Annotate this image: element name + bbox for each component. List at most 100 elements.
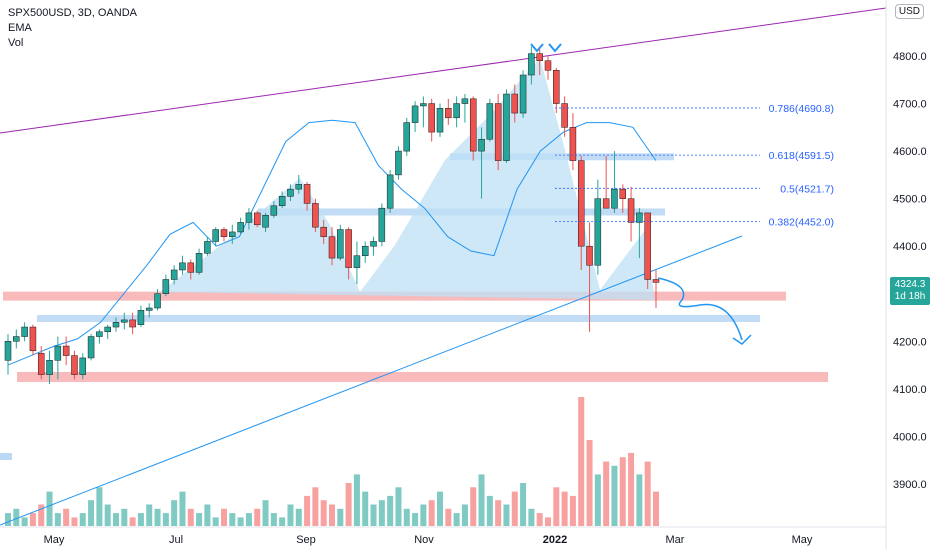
- candle-body: [54, 345, 62, 361]
- volume-bar: [29, 513, 36, 526]
- top-marker: [530, 43, 544, 53]
- y-tick-label: 4400.0: [893, 241, 927, 253]
- candle-body: [96, 331, 103, 337]
- volume-bar: [536, 513, 543, 526]
- volume-bar: [445, 508, 452, 526]
- blue-zone: [0, 453, 12, 460]
- candle-body: [46, 360, 53, 375]
- candle-body: [295, 184, 303, 190]
- volume-bar: [420, 504, 427, 526]
- volume-bar: [245, 513, 252, 526]
- volume-bar: [113, 513, 119, 526]
- candle-body: [71, 355, 78, 375]
- last-price-value: 4324.3: [894, 279, 926, 290]
- candle-body: [4, 341, 12, 361]
- volume-bar: [221, 508, 227, 526]
- volume-bar: [545, 517, 551, 526]
- vol-indicator-label[interactable]: Vol: [8, 37, 24, 49]
- volume-bar: [644, 461, 651, 526]
- x-tick-label: 2022: [543, 534, 567, 546]
- y-tick-label: 3900.0: [893, 479, 927, 491]
- volume-bar: [370, 504, 377, 526]
- volume-bar: [96, 487, 103, 526]
- candle-body: [453, 103, 460, 119]
- candle-body: [469, 98, 477, 152]
- candle-body: [569, 127, 577, 161]
- volume-bar: [187, 508, 194, 526]
- volume-bar: [329, 504, 335, 526]
- volume-bar: [378, 500, 385, 526]
- volume-bar: [5, 513, 11, 526]
- volume-bar: [312, 487, 319, 526]
- volume-bar: [79, 513, 86, 526]
- x-tick-label: May: [44, 534, 65, 546]
- volume-bar: [611, 465, 618, 526]
- candle-body: [187, 262, 195, 273]
- y-tick-label: 4200.0: [893, 336, 927, 348]
- candle-body: [627, 198, 635, 223]
- chart-legend: SPX500USD, 3D, OANDA EMA Vol: [8, 6, 137, 51]
- pattern-fill: [160, 58, 655, 300]
- candle-body: [145, 307, 153, 311]
- candle-body: [403, 122, 411, 152]
- volume-bar: [137, 513, 144, 526]
- candle-body: [170, 269, 178, 280]
- volume-bar: [511, 491, 518, 526]
- volume-bar: [129, 517, 136, 526]
- volume-bar: [345, 483, 352, 526]
- volume-bar: [461, 504, 468, 526]
- volume-bar: [46, 491, 53, 526]
- volume-bar: [395, 487, 402, 526]
- candle-body: [104, 326, 111, 333]
- volume-bars: [5, 397, 659, 526]
- candle-body: [195, 253, 203, 273]
- volume-bar: [320, 500, 327, 526]
- candle-body: [204, 241, 211, 254]
- volume-bar: [353, 474, 360, 526]
- y-tick-label: 4000.0: [893, 431, 927, 443]
- candle-body: [312, 203, 319, 228]
- volume-bar: [63, 508, 70, 526]
- volume-bar: [478, 474, 485, 526]
- ema-indicator-label[interactable]: EMA: [8, 22, 32, 34]
- candle-body: [179, 262, 186, 271]
- volume-bar: [179, 491, 186, 526]
- volume-bar: [337, 508, 344, 526]
- candle-body: [395, 150, 402, 176]
- volume-bar: [603, 461, 610, 526]
- candle-body: [21, 326, 28, 337]
- volume-bar: [561, 491, 568, 526]
- symbol-label[interactable]: SPX500USD, 3D, OANDA: [8, 7, 137, 19]
- candle-body: [229, 231, 236, 237]
- candle-body: [420, 103, 427, 107]
- volume-bar: [21, 517, 28, 526]
- currency-button[interactable]: USD: [894, 4, 924, 19]
- candle-body: [511, 93, 519, 114]
- volume-bar: [254, 508, 261, 526]
- candle-body: [411, 105, 419, 123]
- candle-body: [445, 108, 452, 119]
- blue-zone: [37, 314, 760, 322]
- projection-arrowhead: [732, 334, 752, 345]
- candle-body: [137, 310, 145, 325]
- volume-bar: [38, 504, 45, 526]
- candle-body: [154, 293, 161, 309]
- candle-body: [29, 326, 37, 352]
- volume-bar: [628, 452, 635, 526]
- volume-bar: [13, 508, 20, 526]
- volume-bar: [287, 504, 294, 526]
- volume-bar: [403, 508, 410, 526]
- candle-body: [586, 245, 593, 266]
- volume-bar: [387, 495, 394, 526]
- candle-body: [652, 279, 660, 283]
- candle-body: [345, 229, 352, 268]
- y-tick-label: 4100.0: [893, 384, 927, 396]
- candle-body: [62, 345, 70, 356]
- last-price-tag: 4324.3 1d 18h: [890, 277, 930, 305]
- volume-bar: [653, 491, 659, 526]
- x-tick-label: May: [792, 534, 813, 546]
- volume-bar: [146, 504, 153, 526]
- volume-bar: [470, 487, 477, 526]
